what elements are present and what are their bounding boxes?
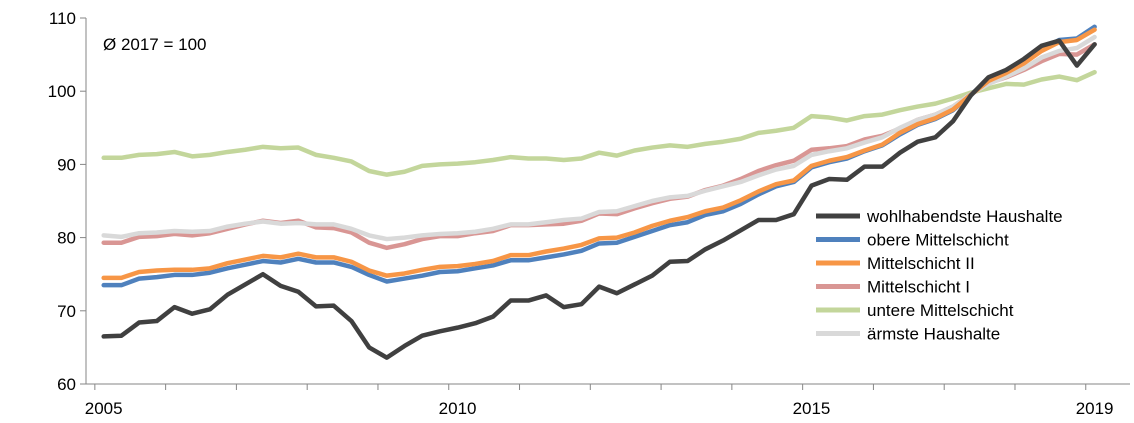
legend-label: untere Mittelschicht <box>867 301 1014 320</box>
legend-label: Mittelschicht I <box>867 278 970 297</box>
x-tick-label: 2019 <box>1076 399 1114 418</box>
legend-label: wohlhabendste Haushalte <box>866 207 1063 226</box>
x-tick-label: 2010 <box>439 399 477 418</box>
legend-label: Mittelschicht II <box>867 254 975 273</box>
y-tick-label: 80 <box>57 229 76 248</box>
chart-axes: 60 70 80 90 100 110 2005 2010 2015 2019 <box>48 9 1130 418</box>
series-line-2 <box>101 27 1097 281</box>
chart-series-lines <box>101 24 1097 360</box>
x-tick-label: 2005 <box>85 399 123 418</box>
legend-label: obere Mittelschicht <box>867 231 1009 250</box>
series-line-0 <box>101 38 1097 360</box>
chart-legend: wohlhabendste Haushalte obere Mittelschic… <box>816 207 1063 344</box>
y-tick-label: 60 <box>57 375 76 394</box>
y-tick-label: 100 <box>48 82 76 101</box>
series-line-5 <box>101 34 1097 242</box>
y-tick-label: 90 <box>57 155 76 174</box>
legend-label: ärmste Haushalte <box>867 325 1000 344</box>
x-tick-label: 2015 <box>793 399 831 418</box>
series-line-4 <box>101 69 1097 177</box>
chart-annotation: Ø 2017 = 100 <box>103 35 207 54</box>
y-tick-label: 110 <box>49 9 76 28</box>
y-tick-label: 70 <box>57 302 76 321</box>
